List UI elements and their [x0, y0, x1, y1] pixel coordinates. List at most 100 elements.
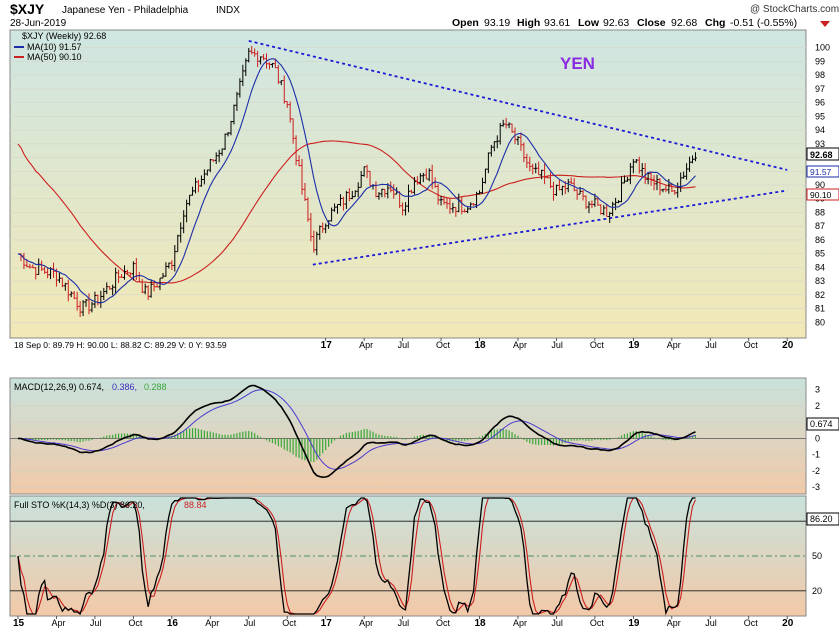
price-bar [531, 163, 535, 175]
price-bar [161, 272, 165, 279]
macd-hist-bar [200, 429, 203, 439]
price-bar [350, 190, 354, 200]
macd-hist-bar [431, 435, 433, 439]
price-bar [259, 56, 263, 65]
macd-hist-bar [416, 435, 418, 439]
macd-hist-bar [597, 438, 599, 440]
sto-x-tick: Oct [744, 618, 759, 628]
macd-hist-bar [543, 438, 546, 446]
date-label: 28-Jun-2019 [10, 18, 67, 29]
macd-hist-bar [629, 432, 631, 439]
macd-hist-bar [277, 438, 279, 447]
price-bar [217, 149, 221, 163]
sto-x-tick: Apr [51, 618, 65, 628]
macd-hist-bar [535, 438, 537, 445]
price-bar [270, 62, 274, 68]
macd-hist-bar [180, 431, 182, 439]
price-bar [102, 287, 106, 301]
macd-hist-bar [384, 435, 386, 439]
high-label: High [517, 17, 540, 29]
macd-hist-bar [41, 438, 43, 441]
sto-x-tick: Jul [244, 618, 256, 628]
price-bar [250, 45, 254, 55]
macd-hist-bar [585, 438, 587, 441]
price-bar [557, 179, 561, 191]
macd-hist-bar [591, 438, 593, 441]
sto-x-tick: Oct [436, 618, 451, 628]
price-bar [341, 196, 345, 211]
macd-hist-bar [517, 435, 519, 439]
index-tag: INDX [216, 5, 240, 16]
macd-hist-bar [46, 438, 49, 441]
macd-hist-bar [177, 433, 179, 439]
macd-hist-bar [191, 428, 194, 439]
price-bar [605, 203, 609, 217]
price-y-tick: 88 [815, 207, 825, 217]
macd-y-tick: -1 [812, 450, 820, 460]
sto-x-tick: Apr [205, 618, 219, 628]
price-bar [321, 222, 325, 233]
macd-hist-bar [35, 438, 37, 441]
price-bar [43, 266, 47, 274]
macd-hist-bar [659, 438, 661, 440]
price-x-tick: Jul [551, 340, 563, 350]
price-bar [111, 284, 115, 296]
macd-hist-bar [230, 434, 232, 439]
price-bar [664, 185, 668, 193]
price-bar [241, 64, 245, 87]
price-x-tick: Oct [744, 340, 759, 350]
macd-hist-bar [328, 438, 330, 447]
macd-hist-bar [212, 432, 214, 439]
price-bar [581, 189, 585, 201]
macd-hist-bar [32, 438, 34, 441]
price-bar [646, 172, 650, 185]
macd-hist-bar [351, 432, 353, 439]
price-bar [52, 262, 56, 278]
price-bar [223, 133, 227, 151]
price-bar [492, 141, 496, 152]
macd-hist-bar [641, 432, 643, 439]
macd-hist-bar [366, 429, 368, 439]
price-bar [685, 163, 689, 180]
macd-hist-bar [316, 438, 318, 460]
price-bar [614, 197, 618, 211]
sto-x-tick: Oct [282, 618, 297, 628]
price-bar [389, 181, 393, 193]
price-bar [622, 175, 626, 184]
macd-hist-bar [428, 434, 430, 439]
price-bar [480, 177, 484, 194]
open-label: Open [452, 17, 479, 29]
macd-hist-bar [49, 438, 52, 440]
macd-hist-bar [600, 438, 602, 441]
trendline [248, 39, 506, 104]
macd-hist-bar [452, 438, 454, 442]
close-label: Close [637, 17, 666, 29]
macd-hist-bar [70, 438, 72, 442]
price-bar [448, 197, 452, 214]
macd-legend: MACD(12,26,9) 0.674, 0.386, 0.288 [14, 382, 167, 392]
price-bar [439, 195, 443, 206]
price-bar [365, 164, 369, 179]
macd-hist-bar [372, 431, 374, 439]
price-bar [312, 230, 316, 253]
macd-hist-bar [64, 438, 66, 441]
macd-hist-bar [508, 430, 510, 439]
macd-hist-bar [227, 434, 229, 439]
macd-hist-bar [44, 438, 46, 441]
price-bar [253, 48, 257, 57]
macd-hist-bar [221, 434, 223, 439]
price-bar [386, 183, 390, 199]
price-bar [22, 252, 26, 270]
price-bar [60, 277, 64, 288]
price-bar [549, 172, 553, 189]
sto-x-tick: 16 [167, 618, 179, 629]
price-bar [235, 91, 239, 111]
price-y-tick: 93 [815, 139, 825, 149]
price-x-tick: Jul [705, 340, 717, 350]
price-bar [528, 156, 532, 172]
macd-hist-bar [467, 438, 469, 441]
price-bar [205, 169, 209, 176]
macd-hist-bar [481, 435, 484, 439]
price-bar [507, 122, 511, 129]
